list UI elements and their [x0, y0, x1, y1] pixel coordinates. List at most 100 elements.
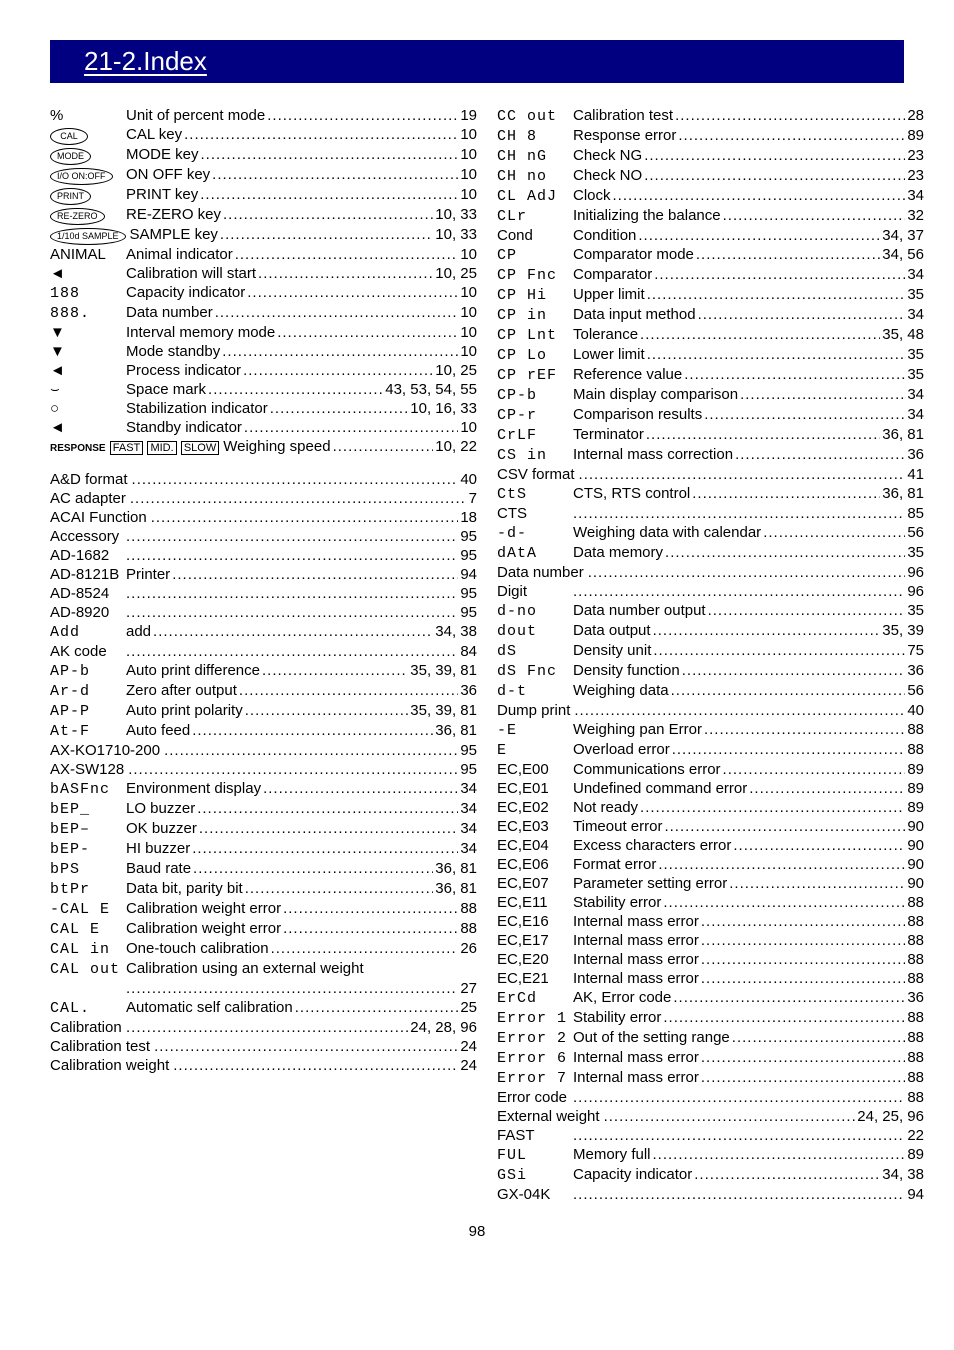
entry-page: 90	[905, 856, 924, 874]
entry-key: AD-8920	[50, 604, 126, 622]
segment-key: Error 1	[497, 1010, 567, 1027]
index-entry: CH 8Response error89	[497, 127, 924, 146]
entry-key: EC,E06	[497, 856, 573, 874]
entry-key: RE-ZERO	[50, 206, 126, 225]
index-entry: CP-rComparison results34	[497, 406, 924, 425]
index-entry: d-tWeighing data56	[497, 682, 924, 701]
index-entry: Digit96	[497, 583, 924, 601]
entry-page: 88	[905, 932, 924, 950]
index-entry: FULMemory full89	[497, 1146, 924, 1165]
index-columns: %Unit of percent mode19CALCAL key10MODEM…	[50, 107, 904, 1205]
entry-page: 34, 38	[880, 1166, 924, 1184]
leader-dots	[701, 951, 905, 969]
index-entry: %Unit of percent mode19	[50, 107, 477, 125]
leader-dots	[573, 1089, 905, 1107]
entry-page: 10	[458, 246, 477, 264]
entry-label: Communications error	[573, 761, 723, 779]
segment-key: CP Hi	[497, 287, 547, 304]
leader-dots	[694, 1166, 880, 1184]
entry-page: 40	[905, 702, 924, 720]
entry-page: 89	[905, 799, 924, 817]
entry-key: bPS	[50, 860, 126, 879]
segment-key: dout	[497, 623, 537, 640]
key-icon: I/O ON:OFF	[50, 168, 113, 185]
entry-key: A&D format	[50, 471, 132, 489]
leader-dots	[130, 490, 467, 508]
entry-label: LO buzzer	[126, 800, 197, 818]
key-icon: CAL	[50, 128, 88, 145]
entry-page: 36	[905, 446, 924, 464]
leader-dots	[729, 875, 905, 893]
entry-page: 90	[905, 875, 924, 893]
entry-key: Error 2	[497, 1029, 573, 1048]
entry-label: Calibration test	[573, 107, 675, 125]
entry-label: Main display comparison	[573, 386, 740, 404]
entry-label: Response error	[573, 127, 678, 145]
entry-key: CP Lnt	[497, 326, 573, 345]
index-entry: GSiCapacity indicator34, 38	[497, 1166, 924, 1185]
entry-label: RE-ZERO key	[126, 206, 223, 224]
index-entry: CrLFTerminator36, 81	[497, 426, 924, 445]
entry-key: CAL E	[50, 920, 126, 939]
entry-label: Auto print polarity	[126, 702, 245, 720]
entry-page: 10	[458, 166, 477, 184]
entry-page: 88	[905, 741, 924, 759]
index-entry: I/O ON:OFF ON OFF key 10	[50, 166, 477, 185]
leader-dots	[653, 622, 881, 640]
leader-dots	[245, 702, 409, 720]
entry-key: Data number	[497, 564, 588, 582]
index-entry: AD-892095	[50, 604, 477, 622]
leader-dots	[270, 400, 409, 418]
entry-key: ▼	[50, 324, 126, 342]
entry-page: 7	[467, 490, 477, 508]
entry-page: 23	[905, 167, 924, 185]
leader-dots	[732, 1029, 906, 1047]
leader-dots	[153, 623, 433, 641]
index-entry: CPComparator mode34, 56	[497, 246, 924, 265]
entry-page: 34, 37	[880, 227, 924, 245]
entry-page: 56	[905, 524, 924, 542]
segment-key: CH no	[497, 168, 547, 185]
entry-label: CTS, RTS control	[573, 485, 692, 503]
entry-label: AK, Error code	[573, 989, 673, 1007]
entry-key: CC out	[497, 107, 573, 126]
entry-label: Data input method	[573, 306, 698, 324]
index-entry: Calibration weight24	[50, 1057, 477, 1075]
segment-key: -CAL E	[50, 901, 110, 918]
entry-key: AD-8121B	[50, 566, 126, 584]
index-entry: AD-852495	[50, 585, 477, 603]
leader-dots	[223, 206, 433, 224]
index-entry: CP LoLower limit35	[497, 346, 924, 365]
segment-key: CtS	[497, 486, 527, 503]
key-icon: PRINT	[50, 188, 91, 205]
entry-page: 28	[905, 107, 924, 125]
leader-dots	[573, 505, 905, 523]
entry-page: 36, 81	[880, 426, 924, 444]
index-entry: bEP_LO buzzer34	[50, 800, 477, 819]
entry-label: Baud rate	[126, 860, 193, 878]
segment-key: CP Fnc	[497, 267, 557, 284]
index-entry: CSV format41	[497, 466, 924, 484]
entry-key: d-t	[497, 682, 573, 701]
entry-label: Data number	[126, 304, 215, 322]
index-entry: btPrData bit, parity bit36, 81	[50, 880, 477, 899]
index-entry: A&D format40	[50, 471, 477, 489]
entry-label: Interval memory mode	[126, 324, 277, 342]
leader-dots	[733, 837, 905, 855]
leader-dots	[638, 227, 880, 245]
index-entry: CH nGCheck NG23	[497, 147, 924, 166]
leader-dots	[192, 840, 458, 858]
index-entry: -d-Weighing data with calendar56	[497, 524, 924, 543]
segment-key: CL AdJ	[497, 188, 557, 205]
index-entry: -EWeighing pan Error88	[497, 721, 924, 740]
entry-key: ⌣	[50, 381, 126, 399]
index-entry: EC,E01Undefined command error89	[497, 780, 924, 798]
entry-label: Data output	[573, 622, 653, 640]
entry-label: ON OFF key	[126, 166, 212, 184]
segment-key: CP Lnt	[497, 327, 557, 344]
leader-dots	[235, 246, 459, 264]
leader-dots	[126, 643, 458, 661]
entry-key: CtS	[497, 485, 573, 504]
entry-key: bEP_	[50, 800, 126, 819]
leader-dots	[654, 266, 905, 284]
